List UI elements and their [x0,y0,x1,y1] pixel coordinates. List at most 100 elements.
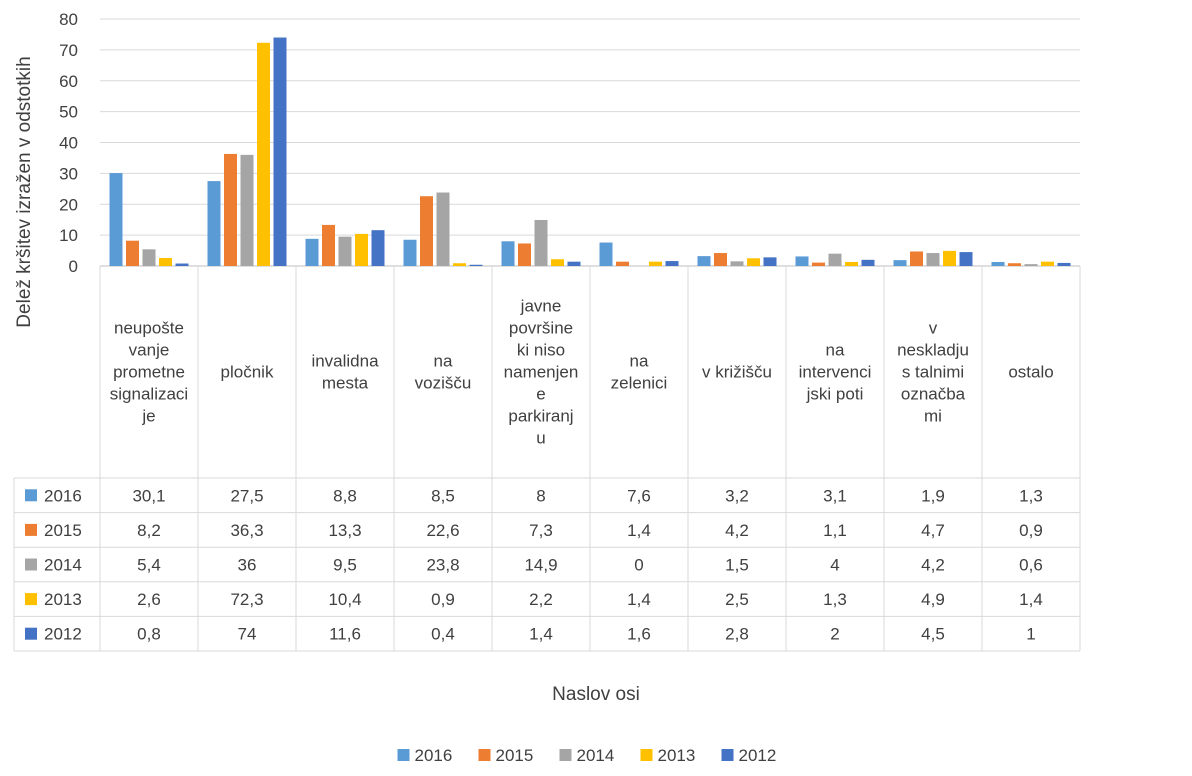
table-cell: 11,6 [329,625,361,644]
y-tick-label: 20 [59,195,78,214]
table-legend-key-2012 [25,627,37,640]
category-label: označba [901,385,966,404]
category-label: neskladju [897,341,969,360]
table-cell: 2,2 [529,590,553,609]
bar-2015-5 [616,261,629,266]
table-cell: 0,6 [1019,556,1043,575]
table-cell: 7,3 [529,521,553,540]
table-cell: 3,1 [823,486,847,505]
bar-2016-2 [305,238,319,266]
series-name-2013: 2013 [44,590,82,609]
bar-2016-3 [403,239,417,266]
bar-2014-9 [1024,264,1038,266]
bar-2013-3 [453,263,466,266]
legend-label-2014: 2014 [577,746,615,765]
table-cell: 0,9 [431,590,455,609]
bar-2013-8 [943,250,956,266]
table-cell: 74 [238,625,257,644]
table-cell: 2,6 [137,590,161,609]
table-cell: 2 [830,625,839,644]
y-tick-label: 60 [59,72,78,91]
bar-2012-1 [273,37,287,267]
table-cell: 13,3 [328,521,361,540]
table-cell: 1,4 [529,625,553,644]
bar-2012-0 [175,263,189,266]
table-cell: 4,7 [921,521,945,540]
series-name-2014: 2014 [44,556,82,575]
bar-2015-9 [1008,263,1021,266]
category-label: signalizaci [110,385,188,404]
table-cell: 22,6 [426,521,459,540]
table-cell: 23,8 [426,556,459,575]
bar-2016-4 [501,241,515,266]
category-label: namenjen [504,363,579,382]
category-label: invalidna [311,352,379,371]
bar-2016-7 [795,256,809,266]
bar-2012-8 [959,252,973,266]
legend: 2016 2015 2014 2013 2012 [397,746,776,765]
table-cell: 1,6 [627,625,651,644]
table-cell: 30,1 [132,486,165,505]
series-name-2016: 2016 [44,486,82,505]
legend-label-2013: 2013 [658,746,696,765]
bar-2014-3 [436,192,450,266]
table-cell: 8,5 [431,486,455,505]
category-label: javne [520,297,562,316]
bar-2014-1 [240,154,254,266]
bar-2013-0 [159,257,172,266]
table-cell: 1,4 [1019,590,1043,609]
table-cell: 2,5 [725,590,749,609]
bar-2013-7 [845,261,858,266]
category-label: v križišču [702,363,772,382]
data-table: neupošte vanje prometne signalizaci je pločni… [13,266,1081,652]
table-cell: 1,4 [627,521,651,540]
legend-key-2016 [397,749,410,761]
y-tick-label: 40 [59,134,78,153]
table-cell: 7,6 [627,486,651,505]
y-axis-title: Delež kršitev izražen v odstotkih [14,56,35,327]
category-label: zelenici [611,374,668,393]
table-cell: 10,4 [328,590,361,609]
table-cell: 8,2 [137,521,161,540]
table-cell: 36,3 [230,521,263,540]
bar-2015-0 [126,240,139,266]
table-cell: 1,4 [627,590,651,609]
bar-2012-5 [665,261,679,266]
y-tick-label: 0 [69,257,78,276]
bar-2016-8 [893,260,907,266]
bar-2015-8 [910,251,923,266]
legend-key-2013 [640,749,653,761]
table-cell: 27,5 [230,486,263,505]
category-label: površine [509,319,573,338]
category-label: ki niso [517,341,565,360]
category-label: neupošte [114,319,184,338]
y-tick-label: 10 [59,226,78,245]
bars-layer [109,37,1071,267]
bar-2016-5 [599,242,613,266]
table-cell: 72,3 [230,590,263,609]
y-tick-labels: 0 10 20 30 40 50 60 70 80 [59,10,78,276]
bar-2013-1 [257,42,270,267]
y-tick-label: 80 [59,10,78,29]
category-label: u [536,429,545,448]
bar-2016-1 [207,181,221,266]
table-legend-key-2013 [25,593,37,606]
bar-2015-1 [224,153,237,266]
table-cell: 0,9 [1019,521,1043,540]
y-tick-label: 50 [59,103,78,122]
bar-2012-2 [371,230,385,266]
category-label: na [434,352,453,371]
category-label: e [536,385,545,404]
legend-label-2016: 2016 [415,746,453,765]
category-label: na [630,352,649,371]
legend-key-2014 [559,749,572,761]
category-label: mesta [322,374,369,393]
bar-2013-6 [747,258,760,266]
bar-2014-4 [534,219,548,266]
category-label: parkiranj [508,407,573,426]
table-cell: 4,2 [725,521,749,540]
table-cell: 8 [536,486,545,505]
bar-2015-3 [420,196,433,266]
bar-2012-6 [763,257,777,266]
table-legend-key-2015 [25,523,37,536]
